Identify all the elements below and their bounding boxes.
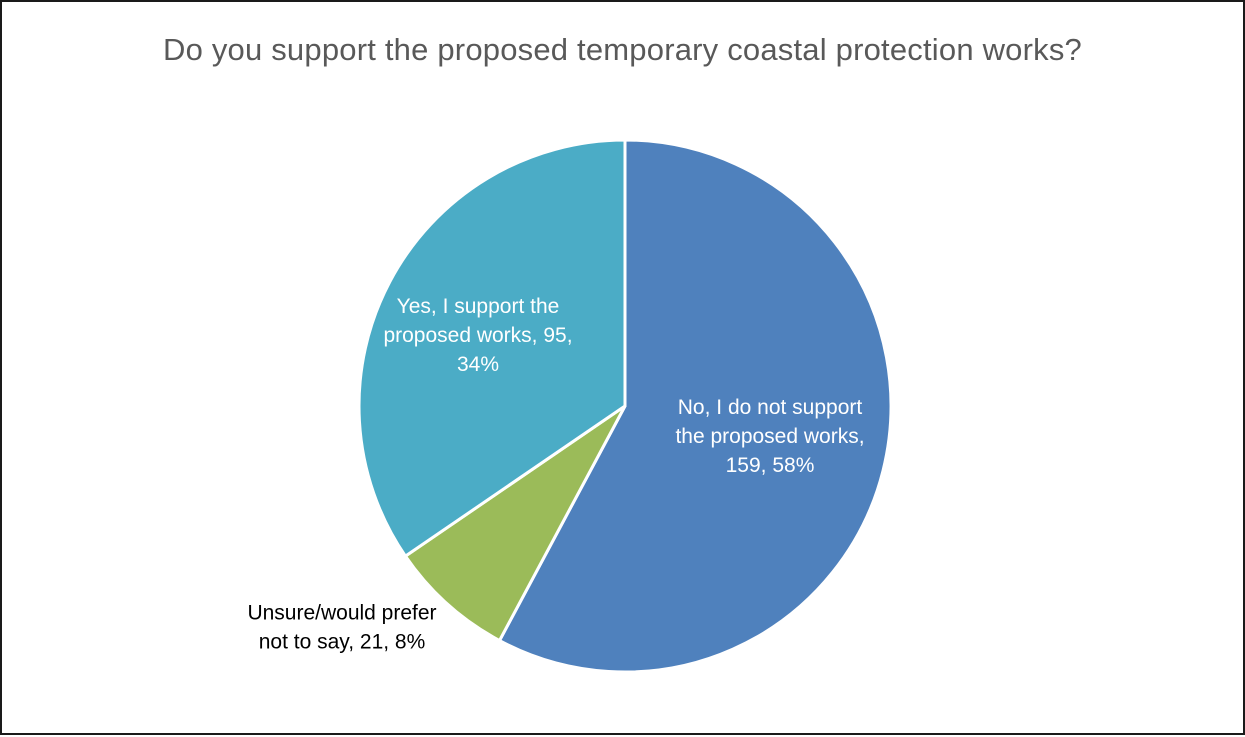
data-label-line: 159, 58% (726, 454, 815, 477)
pie-slice-1 (498, 138, 893, 674)
data-label-line: proposed works, 95, (383, 324, 572, 347)
data-label-line: 34% (457, 353, 499, 376)
data-label-line: not to say, 21, 8% (259, 631, 426, 654)
pie-slice-2 (403, 404, 627, 643)
data-label-line: the proposed works, (675, 425, 864, 448)
data-label-line: No, I do not support (678, 396, 863, 419)
data-label-line: Unsure/would prefer (247, 602, 436, 625)
data-label-3: Yes, I support the proposed works, 95, 34% (383, 295, 572, 376)
data-label-line: Yes, I support the (397, 295, 560, 318)
data-label-1: No, I do not support the proposed works, 1… (675, 396, 864, 477)
pie-slice-3 (357, 138, 627, 558)
data-label-2: Unsure/would prefer not to say, 21, 8% (247, 602, 436, 654)
chart-title: Do you support the proposed temporary co… (163, 32, 1082, 67)
